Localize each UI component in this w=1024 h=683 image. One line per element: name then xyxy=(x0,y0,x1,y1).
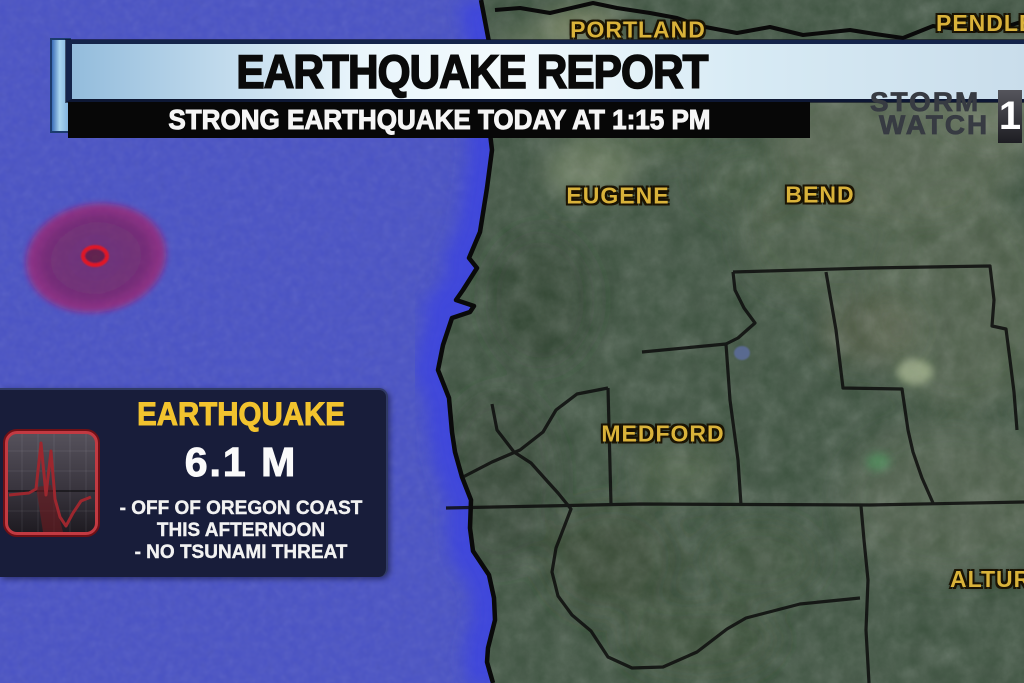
lake-dot xyxy=(734,346,750,360)
stormwatch-logo: STORM WATCH 1 2 abc xyxy=(867,86,1024,146)
headline-title: EARTHQUAKE REPORT xyxy=(236,44,710,99)
city-label-alturas: ALTURAS xyxy=(950,566,1024,592)
detail-line-time: THIS AFTERNOON xyxy=(156,520,326,541)
logo-channel-digit-1: 1 xyxy=(998,90,1022,143)
subheadline-text: STRONG EARTHQUAKE TODAY AT 1:15 PM xyxy=(167,104,711,136)
state-line-border xyxy=(445,500,1024,510)
detail-line-location: - OFF OF OREGON COAST xyxy=(119,498,363,519)
detail-line-tsunami: - NO TSUNAMI THREAT xyxy=(134,542,348,563)
city-label-medford: MEDFORD xyxy=(601,420,725,447)
county-borders xyxy=(445,264,1024,683)
city-label-eugene: EUGENE xyxy=(566,182,670,209)
subheadline-bar: STRONG EARTHQUAKE TODAY AT 1:15 PM xyxy=(68,102,810,138)
city-label-portland: PORTLAND xyxy=(570,16,706,43)
logo-watch-text: WATCH xyxy=(879,110,990,140)
logo-storm-text: STORM xyxy=(870,87,981,117)
info-panel-content: EARTHQUAKE 6.1 M - OFF OF OREGON COAST T… xyxy=(98,396,384,564)
city-label-bend: BEND xyxy=(785,181,855,208)
headline-banner: EARTHQUAKE REPORT STORM WATCH 1 2 abc xyxy=(66,40,1024,143)
coastline-border xyxy=(435,0,498,683)
earthquake-info-panel: EARTHQUAKE 6.1 M - OFF OF OREGON COAST T… xyxy=(0,388,388,577)
seismograph-icon xyxy=(3,429,100,537)
epicenter-ring xyxy=(81,245,109,267)
info-panel-title: EARTHQUAKE xyxy=(137,396,346,433)
city-label-pendleton: PENDLETON xyxy=(936,10,1024,36)
magnitude-value: 6.1 M xyxy=(184,439,298,486)
seismic-trace xyxy=(8,441,92,528)
columbia-river-border xyxy=(494,1,1024,40)
info-details: - OFF OF OREGON COAST THIS AFTERNOON - N… xyxy=(98,498,384,564)
